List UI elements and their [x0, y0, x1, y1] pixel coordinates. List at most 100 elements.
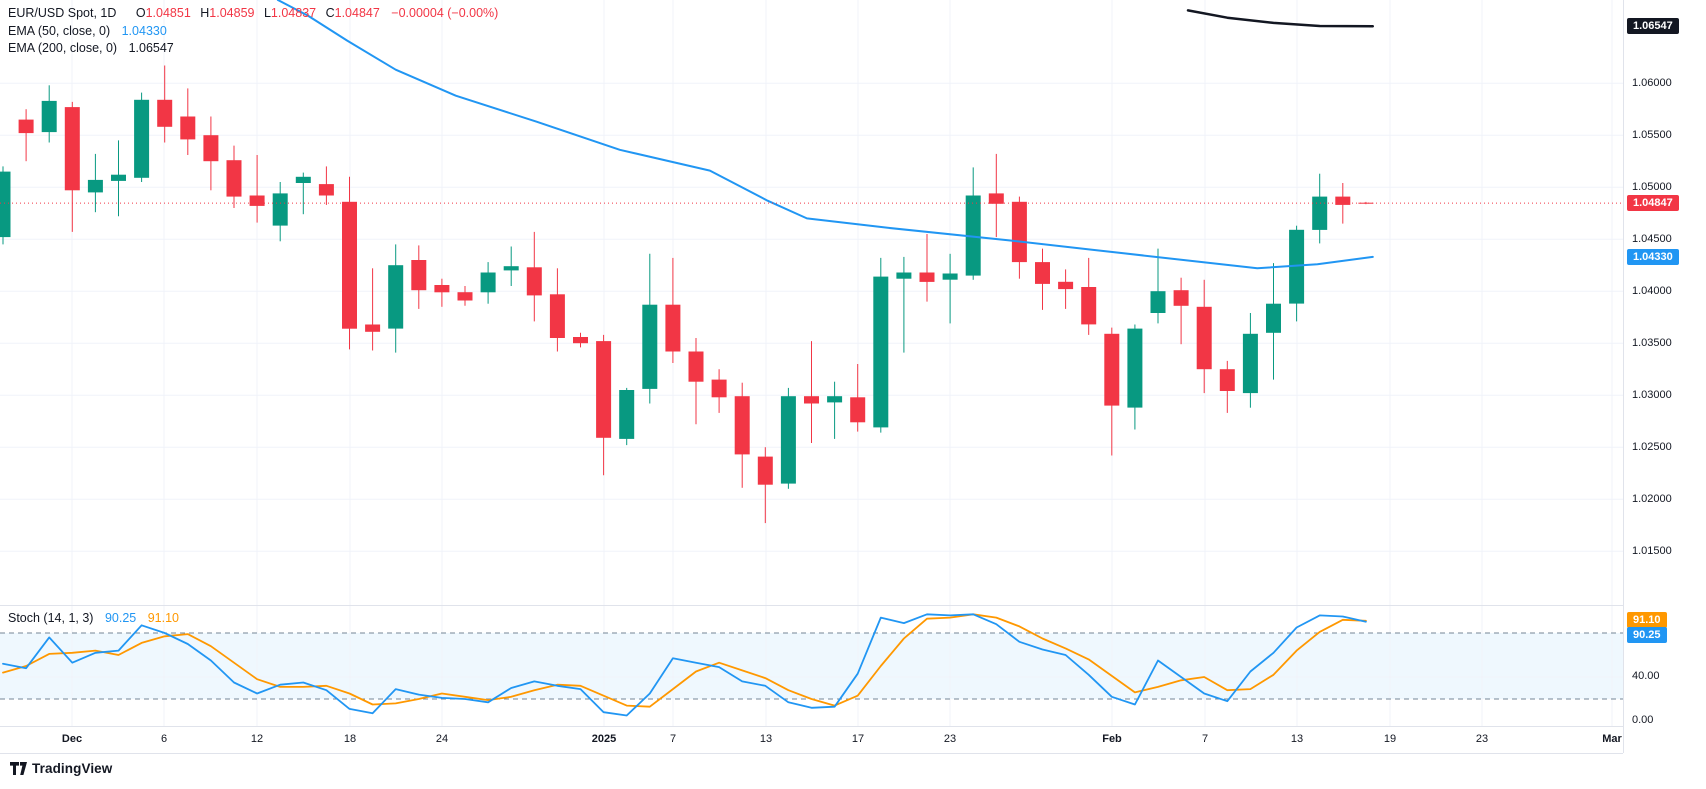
stochastic-legend-row[interactable]: Stoch (14, 1, 3) 90.25 91.10 [8, 611, 179, 625]
candle[interactable] [942, 253, 958, 324]
candle[interactable] [18, 109, 34, 162]
candle[interactable] [226, 145, 242, 208]
ema50-line[interactable] [276, 0, 1374, 270]
candle[interactable] [1058, 269, 1074, 309]
candle[interactable] [111, 140, 126, 217]
candle[interactable] [965, 167, 981, 280]
candle[interactable] [457, 286, 473, 306]
price-pane[interactable] [0, 0, 1623, 605]
candle[interactable] [1035, 248, 1050, 310]
price-axis-label: 1.01500 [1632, 545, 1672, 557]
candle[interactable] [1358, 201, 1374, 205]
candle[interactable] [526, 231, 542, 322]
tradingview-branding[interactable]: TradingView [10, 761, 112, 776]
time-axis-label: 6 [160, 733, 168, 745]
axis-border [1623, 0, 1624, 753]
candle[interactable] [1150, 248, 1166, 324]
candle[interactable] [365, 268, 381, 351]
price-axis[interactable]: 1.06000 1.05500 1.05000 1.04500 1.04000 1.035… [1623, 0, 1706, 789]
candle[interactable] [249, 155, 265, 223]
candle[interactable] [295, 172, 311, 215]
stoch-d-line[interactable] [2, 613, 1367, 708]
low-label: L [263, 6, 271, 20]
candle[interactable] [434, 278, 450, 307]
candle[interactable] [873, 257, 889, 433]
price-badge[interactable]: 1.04847 [1627, 195, 1679, 211]
candle[interactable] [573, 332, 588, 348]
stoch-k-line[interactable] [2, 613, 1367, 717]
candle[interactable] [850, 364, 866, 432]
candle[interactable] [1242, 313, 1258, 408]
candle[interactable] [780, 387, 796, 489]
ema200-legend-row[interactable]: EMA (200, close, 0) 1.06547 [8, 40, 498, 58]
candle[interactable] [203, 116, 219, 191]
candle[interactable] [64, 101, 80, 232]
ema50-legend-row[interactable]: EMA (50, close, 0) 1.04330 [8, 23, 498, 41]
time-axis-label: Feb [1102, 733, 1122, 745]
time-axis-label: 2025 [591, 733, 617, 745]
high-value: 1.04859 [209, 6, 255, 20]
candle[interactable] [1127, 324, 1143, 430]
candle[interactable] [388, 244, 404, 353]
stochastic-pane[interactable] [0, 605, 1623, 727]
ema200-value: 1.06547 [128, 41, 174, 55]
time-axis-label: 17 [851, 733, 865, 745]
candle[interactable] [1312, 173, 1328, 244]
candle[interactable] [549, 268, 565, 352]
candle[interactable] [827, 381, 843, 439]
candle[interactable] [734, 382, 750, 488]
price-axis-label: 1.04500 [1632, 233, 1672, 245]
time-axis-label: 24 [435, 733, 449, 745]
candle[interactable] [1104, 327, 1120, 456]
candle[interactable] [1219, 360, 1235, 413]
candle[interactable] [896, 256, 912, 353]
ema50-label: EMA (50, close, 0) [8, 23, 111, 38]
time-axis[interactable]: Dec 6 12 18 24 2025 7 13 17 23 Feb 7 13 19 23 Mar [0, 726, 1623, 754]
symbol-title[interactable]: EUR/USD Spot, 1D [8, 6, 117, 20]
candle[interactable] [318, 166, 334, 205]
candle[interactable] [919, 234, 935, 302]
price-badge[interactable]: 1.04330 [1627, 249, 1679, 265]
price-badge[interactable]: 90.25 [1627, 627, 1667, 643]
candle[interactable] [134, 92, 150, 182]
candle[interactable] [711, 369, 727, 413]
candle[interactable] [804, 341, 819, 443]
candle[interactable] [41, 85, 57, 143]
candle[interactable] [1173, 277, 1189, 345]
candle[interactable] [665, 257, 681, 363]
time-axis-label: 7 [669, 733, 677, 745]
candle[interactable] [157, 65, 173, 143]
candle[interactable] [1335, 183, 1351, 224]
candle[interactable] [1081, 257, 1097, 335]
candle[interactable] [688, 338, 704, 425]
candle[interactable] [0, 166, 11, 245]
candle[interactable] [180, 88, 196, 155]
candle[interactable] [1266, 263, 1281, 380]
candle[interactable] [1196, 279, 1212, 394]
candle[interactable] [342, 176, 357, 350]
candle[interactable] [757, 447, 773, 524]
candle[interactable] [480, 262, 496, 304]
time-axis-label: 13 [1290, 733, 1304, 745]
price-badge[interactable]: 1.06547 [1627, 18, 1679, 34]
candle[interactable] [1289, 225, 1305, 322]
candle[interactable] [411, 245, 427, 309]
candle[interactable] [272, 182, 288, 242]
price-badge[interactable]: 91.10 [1627, 612, 1667, 628]
ema200-line[interactable] [1186, 9, 1375, 28]
candle[interactable] [596, 334, 612, 476]
time-axis-label: 13 [759, 733, 773, 745]
open-label: O [135, 6, 146, 20]
ema200-label: EMA (200, close, 0) [8, 41, 118, 55]
candle[interactable] [503, 246, 519, 287]
price-axis-label: 1.04000 [1632, 285, 1672, 297]
candle[interactable] [1011, 196, 1027, 279]
symbol-legend-row[interactable]: EUR/USD Spot, 1D O1.04851 H1.04859 L1.04… [8, 5, 498, 23]
candle[interactable] [619, 387, 635, 446]
candle[interactable] [87, 153, 103, 213]
time-axis-label: Mar [1602, 733, 1622, 745]
candle[interactable] [642, 253, 658, 404]
candle[interactable] [988, 153, 1004, 238]
time-axis-label: 23 [1475, 733, 1489, 745]
